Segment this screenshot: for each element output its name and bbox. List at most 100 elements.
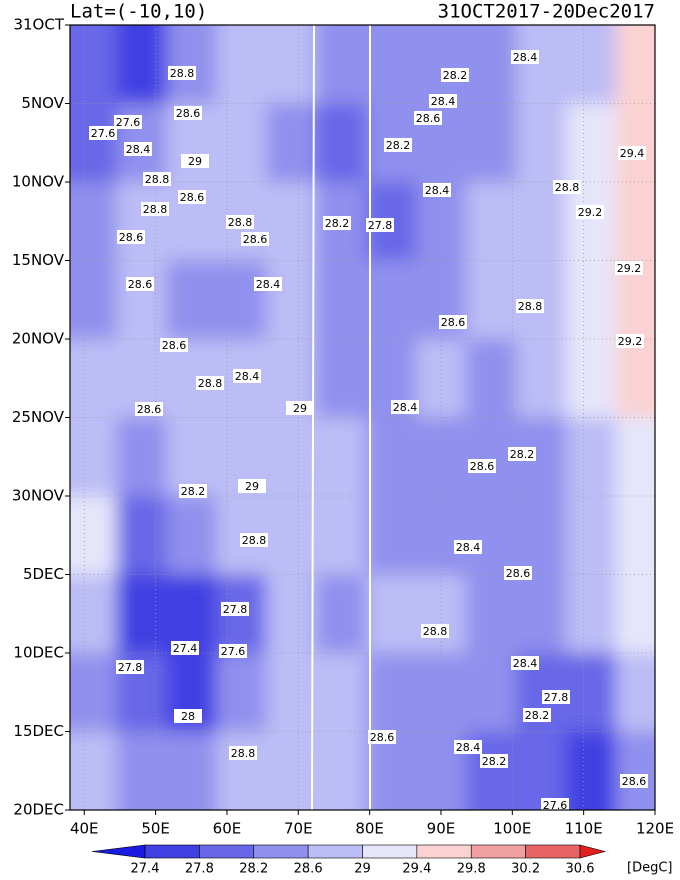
contour-label: 27.6 xyxy=(221,645,246,658)
contour-label: 28.2 xyxy=(482,755,507,768)
cell xyxy=(116,574,167,654)
y-tick-label: 10NOV xyxy=(12,173,65,191)
y-tick-label: 20NOV xyxy=(12,330,65,348)
contour-label: 28.6 xyxy=(137,403,162,416)
cell xyxy=(565,574,617,654)
contour-label: 28.6 xyxy=(441,316,466,329)
contour-label: 28.4 xyxy=(513,657,538,670)
contour-label-bg xyxy=(226,215,254,229)
contour-label-bg xyxy=(421,624,449,638)
cell xyxy=(166,574,217,654)
cell xyxy=(166,496,217,575)
contour-label-bg xyxy=(238,479,266,493)
contour-label: 28.4 xyxy=(256,278,281,291)
contour-label-bg xyxy=(366,218,394,232)
cell xyxy=(515,574,567,654)
y-tick-label: 5NOV xyxy=(21,94,64,112)
x-tick-label: 50E xyxy=(141,820,170,838)
contour-label: 28.6 xyxy=(162,339,187,352)
x-tick-label: 120E xyxy=(636,820,674,838)
contour-label-bg xyxy=(439,315,467,329)
cell xyxy=(116,417,167,497)
contour-label-bg xyxy=(174,106,202,120)
cell xyxy=(465,574,517,654)
contour-label: 28.4 xyxy=(393,401,418,414)
x-tick-label: 40E xyxy=(70,820,99,838)
cell xyxy=(565,339,617,418)
contour-label-bg xyxy=(391,400,419,414)
field xyxy=(70,25,655,810)
cell xyxy=(216,653,267,732)
contour-label: 28.6 xyxy=(119,231,144,244)
contour-label-bg xyxy=(178,190,206,204)
contour-label: 28.2 xyxy=(386,139,411,152)
cells xyxy=(70,25,655,810)
contour-label: 29 xyxy=(188,155,202,168)
cell xyxy=(116,496,167,575)
contour-label: 27.8 xyxy=(368,219,393,232)
cell xyxy=(615,731,655,810)
contour-label: 29.2 xyxy=(617,262,642,275)
y-tick-label: 15DEC xyxy=(13,722,64,740)
colorbar-segment xyxy=(362,844,418,859)
contour-label: 27.8 xyxy=(223,603,248,616)
cell xyxy=(166,25,217,104)
colorbar-label: 29.8 xyxy=(457,862,486,877)
contour-label-bg xyxy=(384,138,412,152)
contour-label: 28.8 xyxy=(198,377,223,390)
contour-label-bg xyxy=(143,172,171,186)
x-tick-label: 90E xyxy=(427,820,456,838)
contour-label-bg xyxy=(219,644,247,658)
contour-label-bg xyxy=(414,111,442,125)
contour-label-bg xyxy=(454,740,482,754)
contour-label-bg xyxy=(620,774,648,788)
contour-label-bg xyxy=(516,299,544,313)
cell xyxy=(316,496,367,575)
contour-label: 28.8 xyxy=(555,181,580,194)
cell xyxy=(565,25,617,104)
contour-label: 27.4 xyxy=(173,642,198,655)
cell xyxy=(615,103,655,183)
colorbar-segment xyxy=(470,844,526,859)
x-tick-label: 60E xyxy=(213,820,242,838)
contour-label-bg xyxy=(368,730,396,744)
cell xyxy=(366,496,417,575)
y-tick-label: 31OCT xyxy=(13,16,64,34)
contour-label: 28.6 xyxy=(370,731,395,744)
cell xyxy=(416,496,467,575)
cell xyxy=(216,25,267,104)
cell xyxy=(216,731,267,810)
cell xyxy=(565,731,617,810)
contour-label-bg xyxy=(117,230,145,244)
contour-label: 28.6 xyxy=(180,191,205,204)
cell xyxy=(615,25,655,104)
cell xyxy=(465,25,517,104)
cell xyxy=(266,496,317,575)
contour-label-bg xyxy=(114,115,142,129)
contour-label: 27.6 xyxy=(543,799,568,812)
cell xyxy=(316,731,367,810)
contour-label-bg xyxy=(441,68,469,82)
x-tick-label: 70E xyxy=(284,820,313,838)
contour-label: 28.8 xyxy=(143,203,168,216)
contour-label-bg xyxy=(429,94,457,108)
cell xyxy=(515,182,567,261)
contour-label: 28.6 xyxy=(416,112,441,125)
cell xyxy=(416,25,467,104)
contour-label: 28 xyxy=(181,710,195,723)
colorbar-segment xyxy=(307,844,363,859)
cell xyxy=(615,574,655,654)
colorbar-label: 30.2 xyxy=(511,862,540,877)
cell xyxy=(366,574,417,654)
cell xyxy=(565,496,617,575)
colorbar-segment xyxy=(144,844,200,859)
cell xyxy=(266,103,317,183)
cell xyxy=(266,731,317,810)
cell xyxy=(615,339,655,418)
colorbar-label: 28.6 xyxy=(294,862,323,877)
contour-label: 29 xyxy=(293,402,307,415)
contour-label-bg xyxy=(124,142,152,156)
cell xyxy=(116,25,167,104)
contour-label: 28.4 xyxy=(431,95,456,108)
